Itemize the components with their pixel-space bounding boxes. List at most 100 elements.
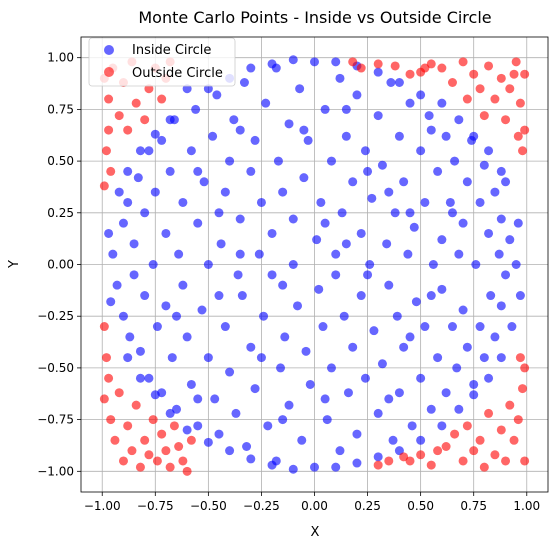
inside-point	[182, 332, 192, 342]
outside-point	[165, 462, 175, 472]
inside-point	[335, 446, 345, 456]
inside-point	[182, 84, 192, 94]
inside-point	[123, 166, 133, 176]
outside-point	[490, 94, 500, 104]
inside-point	[513, 218, 523, 228]
inside-point	[174, 249, 184, 259]
inside-point	[454, 115, 464, 125]
outside-point	[426, 59, 436, 69]
x-tick-label: −0.75	[137, 499, 174, 513]
outside-point	[174, 442, 184, 451]
outside-point	[490, 450, 500, 460]
outside-point	[356, 63, 366, 73]
inside-point	[405, 332, 415, 342]
x-tick-label: −0.50	[190, 499, 227, 513]
y-tick-label: −0.50	[37, 361, 74, 375]
legend: Inside Circle Outside Circle	[88, 37, 236, 87]
outside-point	[475, 435, 485, 445]
outside-point	[104, 373, 114, 383]
inside-point	[299, 125, 309, 135]
outside-point	[458, 57, 468, 67]
outside-point	[420, 63, 430, 73]
inside-point	[356, 228, 366, 238]
inside-point	[112, 280, 122, 290]
inside-point	[507, 322, 517, 332]
outside-point	[513, 415, 523, 425]
inside-point	[479, 353, 489, 363]
inside-point	[318, 322, 328, 332]
inside-point	[256, 353, 266, 363]
outside-point	[458, 456, 468, 466]
inside-point	[426, 291, 436, 301]
inside-point	[186, 379, 196, 389]
outside-point	[144, 84, 154, 94]
outside-point	[469, 446, 479, 456]
outside-point	[99, 394, 109, 404]
inside-point	[254, 249, 264, 259]
inside-point	[299, 173, 309, 183]
outside-point	[405, 456, 415, 466]
outside-point	[186, 435, 196, 445]
inside-point	[471, 260, 481, 269]
inside-point	[178, 280, 188, 290]
inside-point	[267, 228, 277, 238]
outside-point	[99, 322, 109, 332]
inside-point	[365, 260, 375, 269]
inside-point	[293, 301, 303, 311]
inside-point	[373, 452, 383, 462]
inside-point	[203, 84, 213, 94]
inside-point	[496, 301, 506, 311]
inside-point	[197, 305, 207, 315]
inside-point	[135, 146, 145, 156]
inside-point	[339, 311, 349, 321]
inside-point	[377, 160, 387, 170]
inside-point	[394, 131, 404, 141]
inside-point	[220, 187, 230, 197]
y-tick-label: −0.25	[37, 309, 74, 323]
inside-point	[193, 218, 203, 228]
inside-point	[208, 131, 218, 141]
outside-point	[131, 400, 141, 410]
outside-point	[426, 460, 436, 470]
inside-point	[178, 197, 188, 207]
inside-point	[405, 208, 415, 218]
inside-point	[212, 90, 222, 100]
inside-point	[352, 90, 362, 100]
inside-point	[403, 249, 413, 259]
inside-point	[416, 373, 426, 383]
inside-point	[193, 421, 203, 431]
inside-point	[278, 415, 288, 425]
inside-point	[515, 291, 525, 301]
x-axis-label: X	[311, 525, 320, 540]
inside-point	[441, 131, 451, 141]
inside-point	[129, 270, 139, 280]
chart-title: Monte Carlo Points - Inside vs Outside C…	[138, 8, 491, 27]
inside-point	[392, 311, 402, 321]
inside-point	[437, 284, 447, 294]
x-tick-label: −0.25	[243, 499, 280, 513]
inside-point	[363, 270, 373, 280]
outside-point	[131, 98, 141, 108]
outside-point	[157, 429, 167, 439]
inside-point	[186, 146, 196, 156]
outside-point	[104, 125, 114, 135]
inside-point	[390, 208, 400, 218]
inside-point	[496, 214, 506, 224]
inside-point	[165, 166, 175, 176]
outside-point	[178, 456, 188, 466]
outside-point	[520, 456, 530, 466]
inside-point	[479, 160, 489, 170]
inside-point	[424, 111, 434, 121]
y-tick-label: −0.75	[37, 413, 74, 427]
inside-point	[316, 197, 326, 207]
outside-point	[513, 131, 523, 141]
inside-point	[343, 388, 353, 398]
inside-point	[284, 119, 294, 129]
inside-point	[458, 305, 468, 315]
inside-point	[267, 270, 277, 280]
inside-point	[133, 173, 143, 183]
inside-point	[129, 239, 139, 249]
outside-point	[101, 353, 111, 363]
inside-point	[331, 249, 341, 259]
outside-point	[496, 425, 506, 435]
